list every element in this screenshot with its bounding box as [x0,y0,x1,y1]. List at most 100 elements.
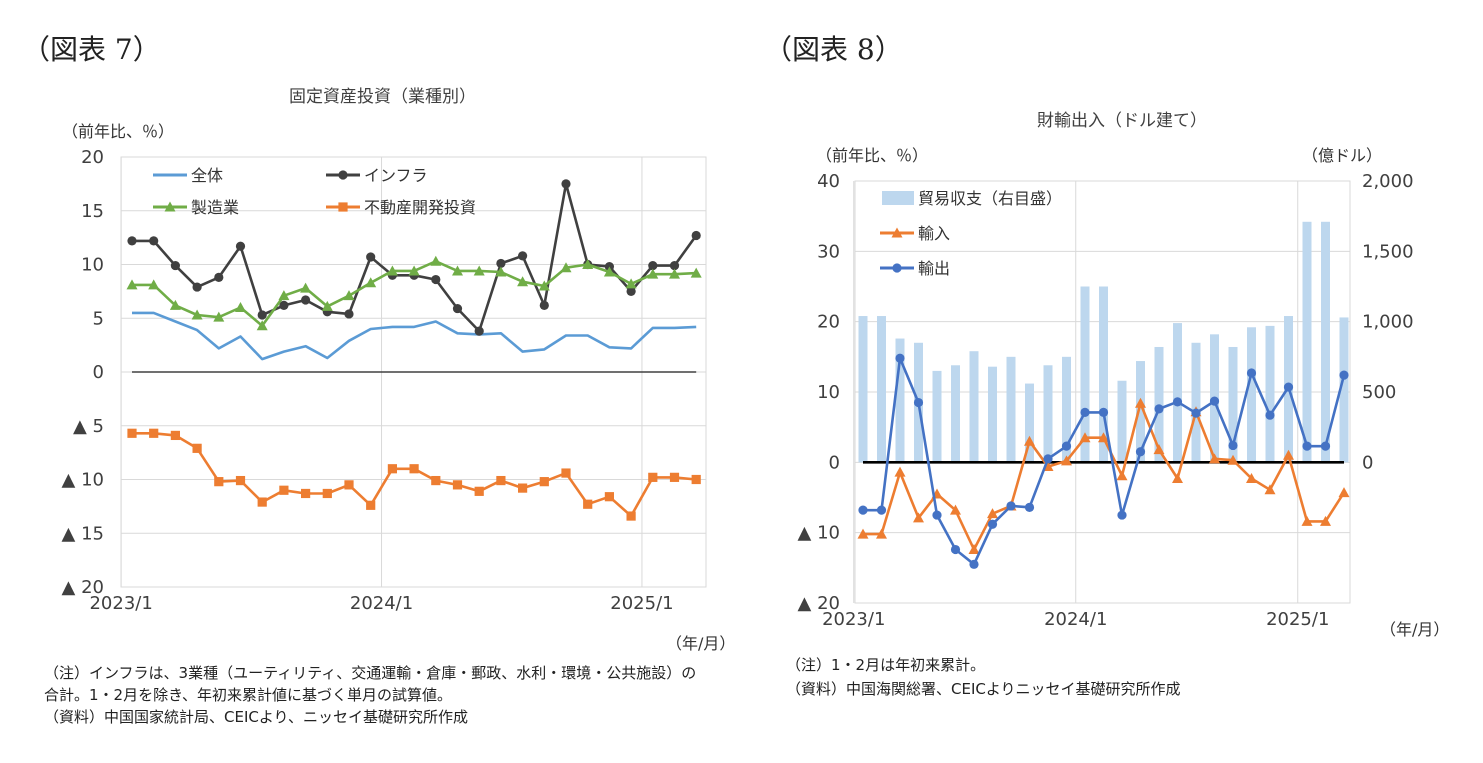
chart-2-point [895,353,905,363]
chart-2-point [1209,396,1220,406]
chart-1-point [560,262,572,273]
chart-2-bar [1228,346,1238,463]
chart-1-y-tick-label: ▲ 20 [62,577,104,598]
chart-1-y-tick-label: ▲ 10 [62,470,104,491]
chart-1-y-tick-label: 15 [81,201,104,222]
chart-1-point [170,260,180,271]
chart-2-point [1061,441,1072,451]
chart-1-point [496,258,506,269]
chart-1-point [538,280,550,291]
chart-2-legend-label: 輸入 [918,224,950,243]
chart-2-point [1116,470,1128,481]
chart-1-point [625,278,637,289]
chart-2-point [1079,432,1091,443]
chart-2-legend-swatch [882,191,914,205]
chart-2-legend-label: 輸出 [918,259,950,278]
chart-2-point [876,528,887,539]
chart-1-point [496,475,506,486]
chart-2-point [1246,473,1257,484]
chart-2-point [950,504,961,515]
chart-1-note-2: 合計。1・2月を除き、年初来累計値に基づく単月の試算値。 [44,686,453,704]
chart-2-bar [1099,286,1108,463]
chart-2-point [932,510,942,520]
chart-2-bar [1136,361,1145,463]
chart-1-point [474,486,484,496]
chart-2-point [1080,407,1090,417]
chart-1-point [431,475,441,486]
chart-1-point [669,472,680,482]
chart-1-legend-marker [164,201,176,212]
chart-2-legend-marker [891,227,903,238]
chart-2-point [1043,454,1053,464]
chart-2-point [1172,473,1183,484]
chart-2-bar [858,316,868,463]
chart-1-point [321,300,333,311]
chart-1-point [257,497,267,507]
chart-2-point [1264,484,1276,495]
chart-2-bar [1062,356,1071,463]
chart-1-point [344,309,354,319]
chart-1-point [148,279,160,290]
chart-1-y-tick-label: ▲ 15 [62,523,104,544]
chart-2-point [987,519,998,529]
chart-1-y-tick-label: 10 [81,255,104,276]
chart-2-legend-marker [892,263,902,273]
chart-1-point [539,300,549,310]
chart-1-point [344,480,354,490]
chart-2-point [1283,449,1294,460]
chart-1-y-tick-label: ▲ 5 [73,416,104,437]
chart-2-point [1117,510,1127,520]
chart-1-point [409,464,419,474]
chart-1-point [301,488,311,499]
chart-2-point [1265,410,1275,420]
chart-1-point [626,511,636,521]
chart-1-point [561,179,571,189]
chart-1-point [561,468,571,478]
chart-2-x-tick-label: 2025/1 [1266,609,1329,630]
chart-1-x-tick-label: 2023/1 [89,593,152,614]
figure-8-label: （図表 8） [764,33,903,66]
chart-1-point [473,265,485,276]
chart-2-y2-tick-label: 0 [1362,452,1373,473]
chart-2-y-tick-label: ▲ 10 [798,523,840,544]
chart-1-point [386,265,398,276]
chart-1-point [648,472,658,482]
chart-1-note-3: （資料）中国国家統計局、CEICより、ニッセイ基礎研究所作成 [44,708,468,726]
chart-1-point [235,302,246,312]
chart-1-x-tick-label: 2025/1 [610,593,673,614]
chart-1-point [192,282,202,292]
chart-2-y2-tick-label: 1,000 [1362,312,1414,333]
chart-1-point [626,286,636,296]
chart-2-bar [1265,325,1275,463]
chart-1-y-tick-label: 5 [93,308,104,329]
chart-2-bar [969,351,979,463]
chart-1-y-tick-label: 20 [81,147,104,168]
chart-1-point [539,477,549,487]
chart-2-note-1: （注）1・2月は年初来累計。 [786,656,986,674]
chart-1-point [669,260,680,271]
chart-1-legend-label: 全体 [191,166,223,185]
chart-1-point [669,268,680,279]
chart-1-legend-label: 不動産開発投資 [364,198,476,217]
chart-2-point [1006,501,1016,511]
chart-2-point [1283,382,1294,392]
chart-2-point [1135,447,1146,457]
chart-2-point [1154,404,1164,414]
chart-1-point [408,265,420,276]
chart-2-point [1153,444,1165,455]
chart-1-point [452,480,463,490]
chart-1-point [169,299,181,310]
chart-2-point [1338,487,1350,498]
chart-2-point [1135,397,1146,408]
chart-1-point [452,265,463,276]
chart-1-y-unit: （前年比、％） [62,122,175,141]
chart-1-point [365,277,377,288]
chart-2-point [913,512,924,523]
chart-1-point [300,282,312,293]
chart-2-y-tick-label: 20 [817,312,840,333]
chart-2-point [987,508,998,519]
chart-2-y-tick-label: 40 [817,171,840,192]
chart-1-point [257,310,267,320]
chart-2-bar [1117,380,1127,463]
chart-2-point [1320,515,1331,526]
